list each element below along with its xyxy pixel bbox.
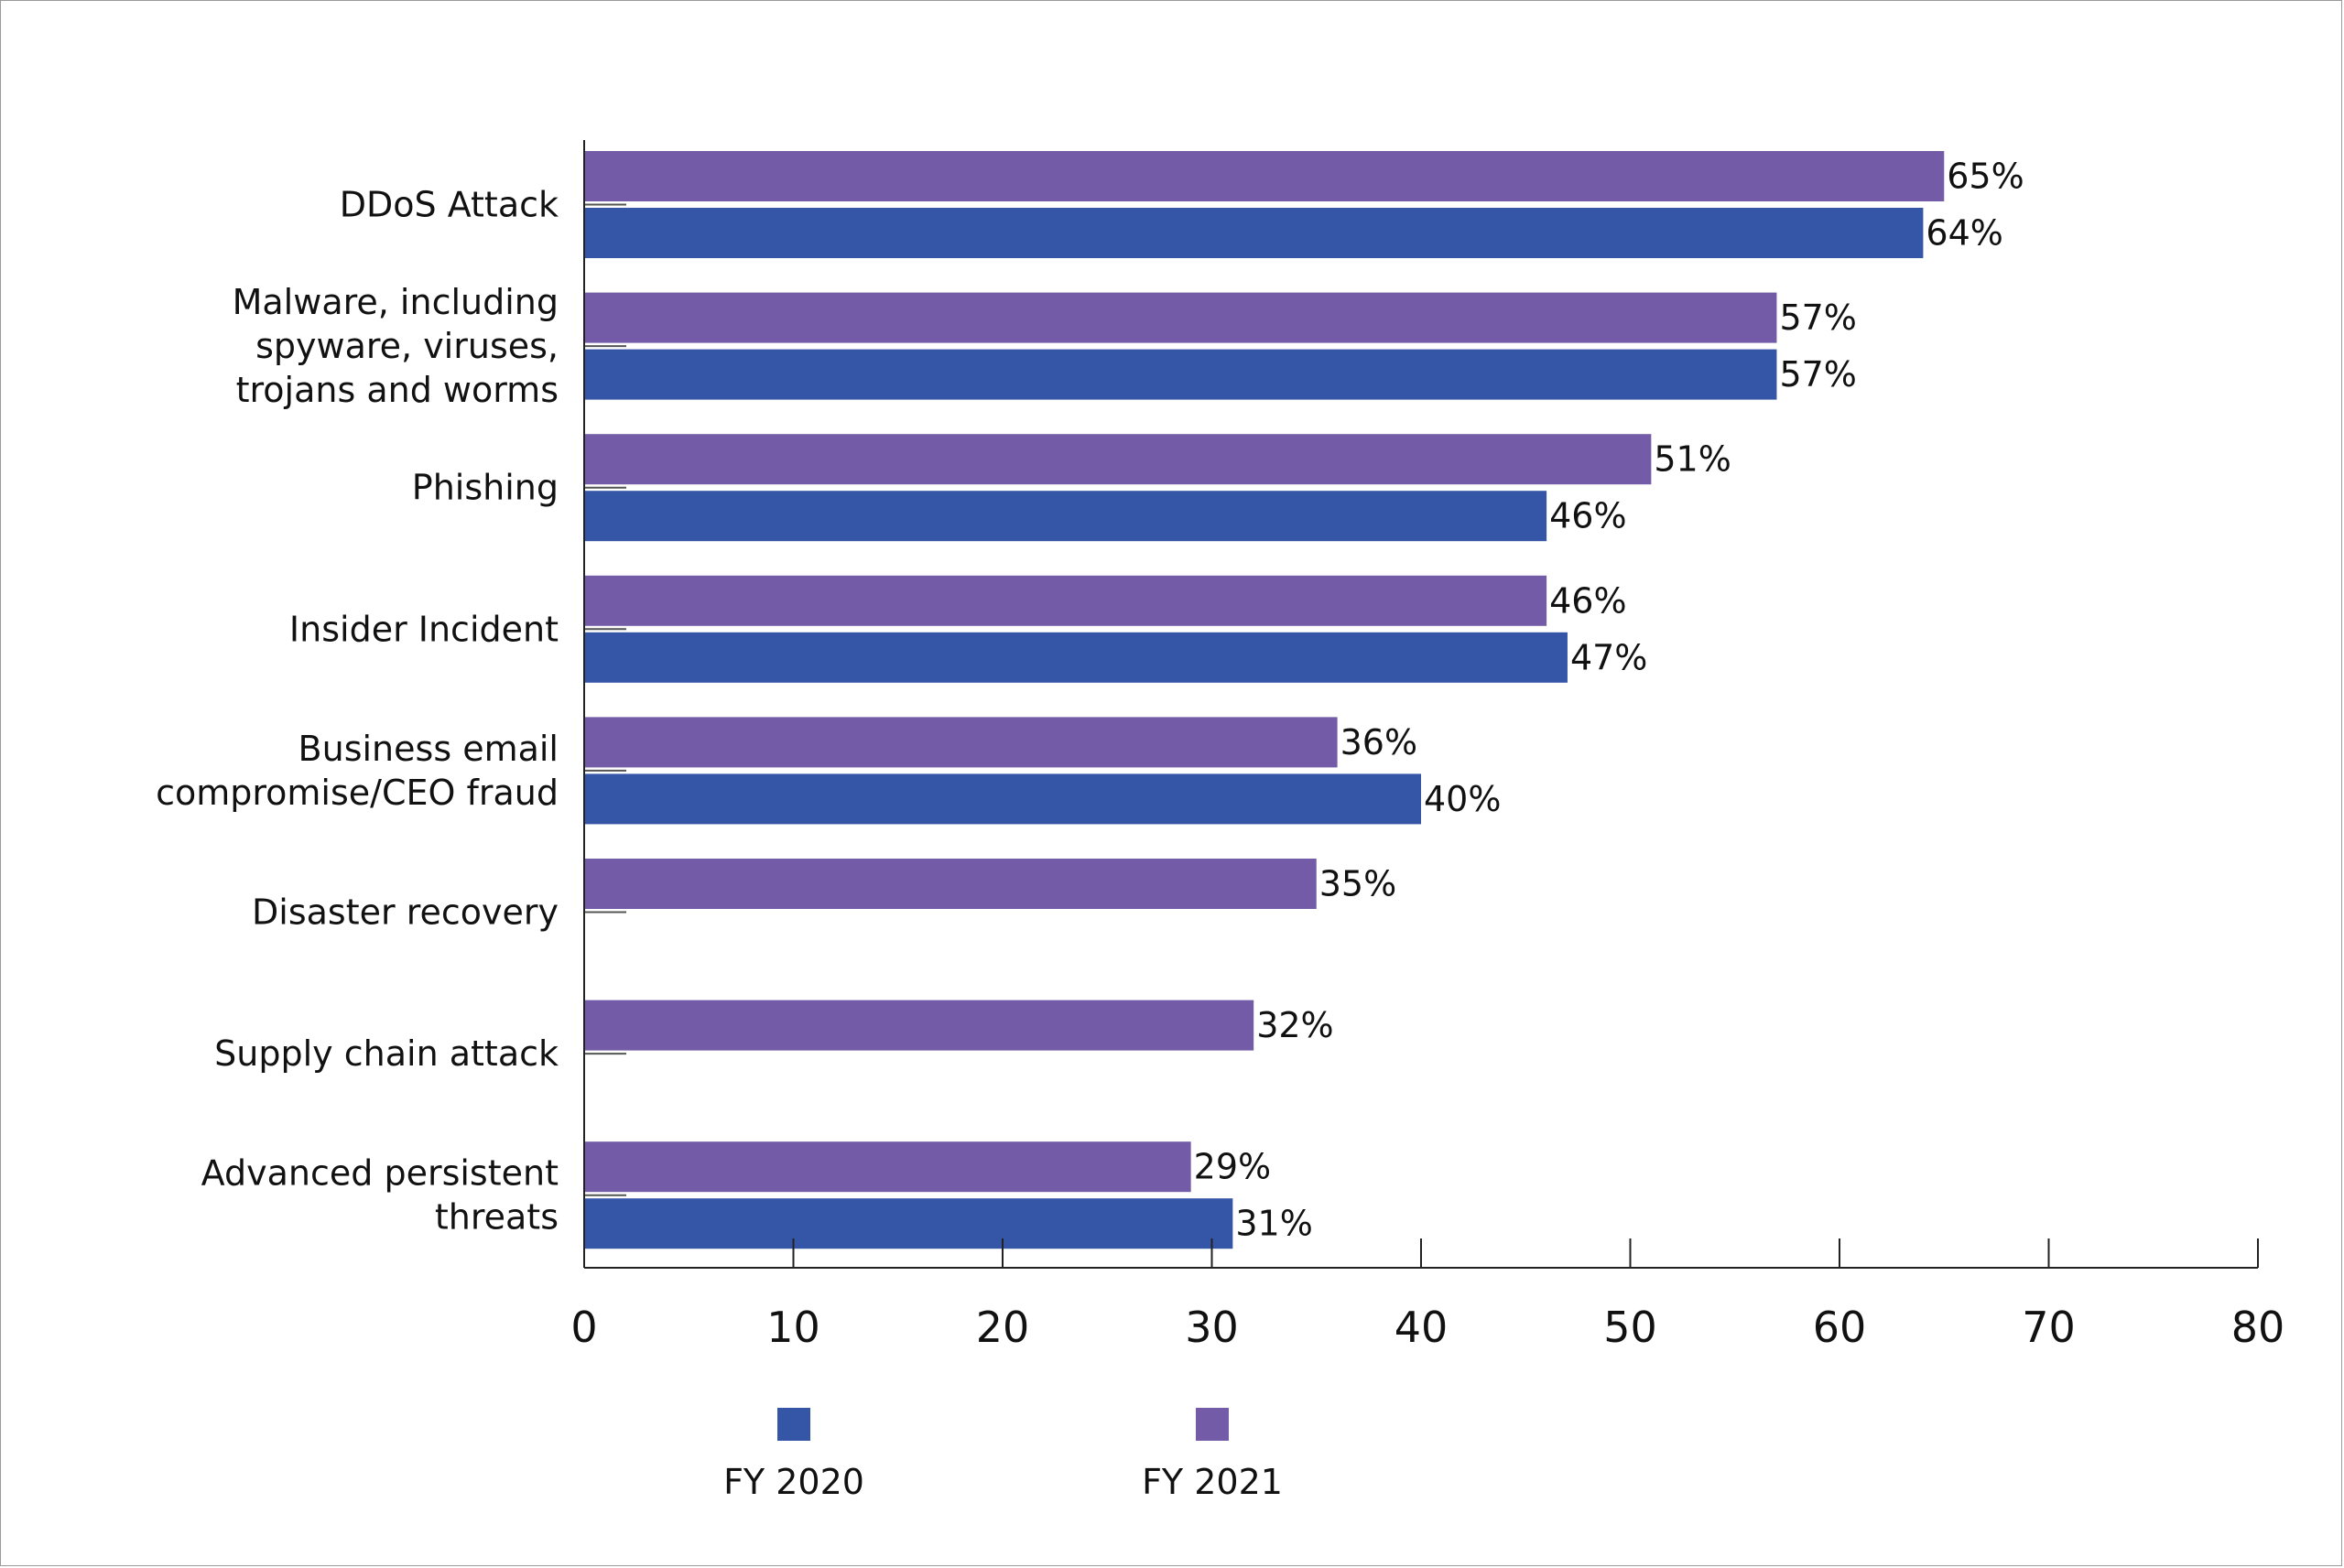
category-label: compromise/CEO fraud: [156, 773, 559, 813]
value-label: 57%: [1779, 297, 1856, 338]
bar-fy-2020-0: [584, 208, 1924, 258]
x-tick-label: 30: [1185, 1303, 1239, 1352]
legend-swatch-fy-2020: [777, 1408, 810, 1441]
x-tick-label: 40: [1394, 1303, 1449, 1352]
value-label: 29%: [1194, 1147, 1271, 1187]
category-label: Phishing: [412, 468, 559, 508]
bar-fy-2020-2: [584, 491, 1547, 542]
category-label: Disaster recovery: [252, 892, 559, 933]
category-label: Advanced persistent: [201, 1153, 559, 1194]
category-label: trojans and worms: [236, 370, 559, 410]
bar-fy-2020-3: [584, 632, 1568, 683]
category-label: DDoS Attack: [340, 185, 559, 225]
bar-fy-2020-1: [584, 349, 1777, 400]
legend-label: FY 2020: [723, 1462, 864, 1502]
x-tick-label: 70: [2022, 1303, 2076, 1352]
category-label: Supply chain attack: [214, 1033, 559, 1074]
x-tick-label: 10: [766, 1303, 820, 1352]
value-label: 31%: [1235, 1204, 1312, 1244]
bar-fy-2021-7: [584, 1141, 1191, 1193]
category-label: spyware, viruses,: [255, 326, 559, 366]
legend: FY 2020 FY 2021: [723, 1408, 1283, 1502]
value-label: 51%: [1654, 439, 1731, 480]
x-tick-label: 20: [976, 1303, 1030, 1352]
value-label: 40%: [1424, 779, 1501, 819]
category-label: Malware, including: [233, 282, 559, 322]
bar-fy-2021-2: [584, 434, 1652, 485]
value-label: 46%: [1549, 580, 1626, 621]
legend-label: FY 2021: [1142, 1462, 1283, 1502]
value-label: 47%: [1570, 637, 1647, 677]
category-label: threats: [435, 1197, 559, 1238]
category-label: Business email: [298, 729, 559, 769]
x-tick-label: 0: [570, 1303, 597, 1352]
value-label: 57%: [1779, 354, 1856, 395]
value-label: 35%: [1319, 864, 1396, 904]
value-label: 32%: [1256, 1005, 1333, 1045]
bars-layer: [584, 151, 1945, 1249]
value-label: 65%: [1947, 157, 2024, 197]
value-label: 36%: [1340, 722, 1417, 762]
bar-fy-2021-1: [584, 292, 1777, 343]
bar-fy-2021-5: [584, 859, 1317, 909]
bar-fy-2020-7: [584, 1198, 1233, 1249]
category-label: Insider Incident: [289, 609, 559, 649]
legend-swatch-fy-2021: [1196, 1408, 1229, 1441]
x-tick-label: 60: [1813, 1303, 1867, 1352]
x-tick-label: 50: [1603, 1303, 1657, 1352]
value-label: 46%: [1549, 496, 1626, 536]
axis-layer: [583, 140, 2259, 1269]
bar-fy-2021-3: [584, 575, 1547, 626]
bar-fy-2021-4: [584, 717, 1338, 768]
labels-layer: 65% 64% DDoS Attack 57% 57% Malware, includin…: [156, 157, 2284, 1353]
x-tick-label: 80: [2231, 1303, 2285, 1352]
value-label: 64%: [1926, 213, 2002, 254]
bar-fy-2021-0: [584, 151, 1945, 201]
bar-fy-2020-4: [584, 773, 1421, 825]
bar-fy-2021-6: [584, 1000, 1254, 1051]
